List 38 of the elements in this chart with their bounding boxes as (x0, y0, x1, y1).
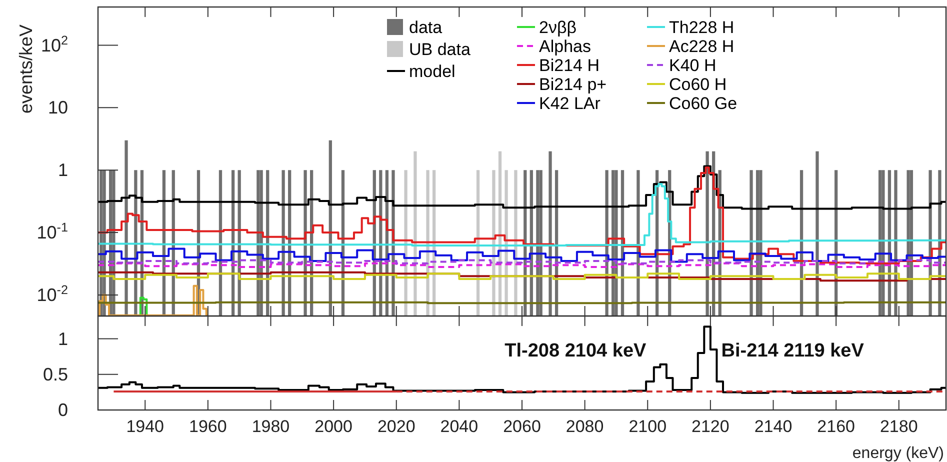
x-tick-label: 2080 (566, 417, 604, 436)
y-tick-label: 0.5 (42, 364, 68, 384)
y-axis-title: events/keV (16, 24, 36, 114)
legend-label: UB data (409, 40, 471, 59)
legend-label: Alphas (539, 37, 591, 56)
legend-label: Ac228 H (669, 37, 734, 56)
x-tick-label: 2060 (503, 417, 541, 436)
legend-label: Bi214 H (539, 56, 600, 75)
x-tick-label: 2140 (754, 417, 792, 436)
x-tick-label: 2020 (377, 417, 416, 436)
x-tick-label: 1960 (189, 417, 227, 436)
y-tick-label: 1 (58, 160, 68, 180)
legend-label: K40 H (669, 56, 716, 75)
x-tick-label: 1940 (126, 417, 164, 436)
annotation: Tl-208 2104 keV (504, 340, 647, 362)
legend-label: data (409, 18, 443, 37)
legend-label: model (409, 62, 456, 81)
annotation: Bi-214 2119 keV (721, 340, 864, 362)
legend-label: 2νββ (539, 18, 577, 37)
legend-label: Th228 H (669, 18, 734, 37)
y-tick-label: 10$^{2}$ (40, 33, 68, 56)
x-tick-label: 2160 (817, 417, 855, 436)
y-tick-label: 1 (58, 328, 68, 349)
x-tick-label: 2120 (692, 417, 730, 436)
legend-label: K42 LAr (539, 94, 601, 113)
x-tick-label: 2100 (628, 417, 667, 436)
legend-label: Bi214 p+ (539, 75, 607, 94)
y-tick-label: 0 (58, 400, 68, 420)
x-tick-label: 2040 (440, 417, 478, 436)
legend-label: Co60 Ge (669, 94, 738, 113)
x-axis-title: energy (keV) (852, 445, 944, 462)
x-tick-label: 2000 (314, 417, 352, 436)
x-tick-label: 2180 (880, 417, 918, 436)
legend-label: Co60 H (669, 75, 727, 94)
y-tick-label: 10 (48, 98, 68, 118)
x-tick-label: 1980 (252, 417, 290, 436)
y-tick-label: 10$^{-1}$ (36, 220, 68, 243)
y-tick-label: 10$^{-2}$ (36, 282, 68, 305)
